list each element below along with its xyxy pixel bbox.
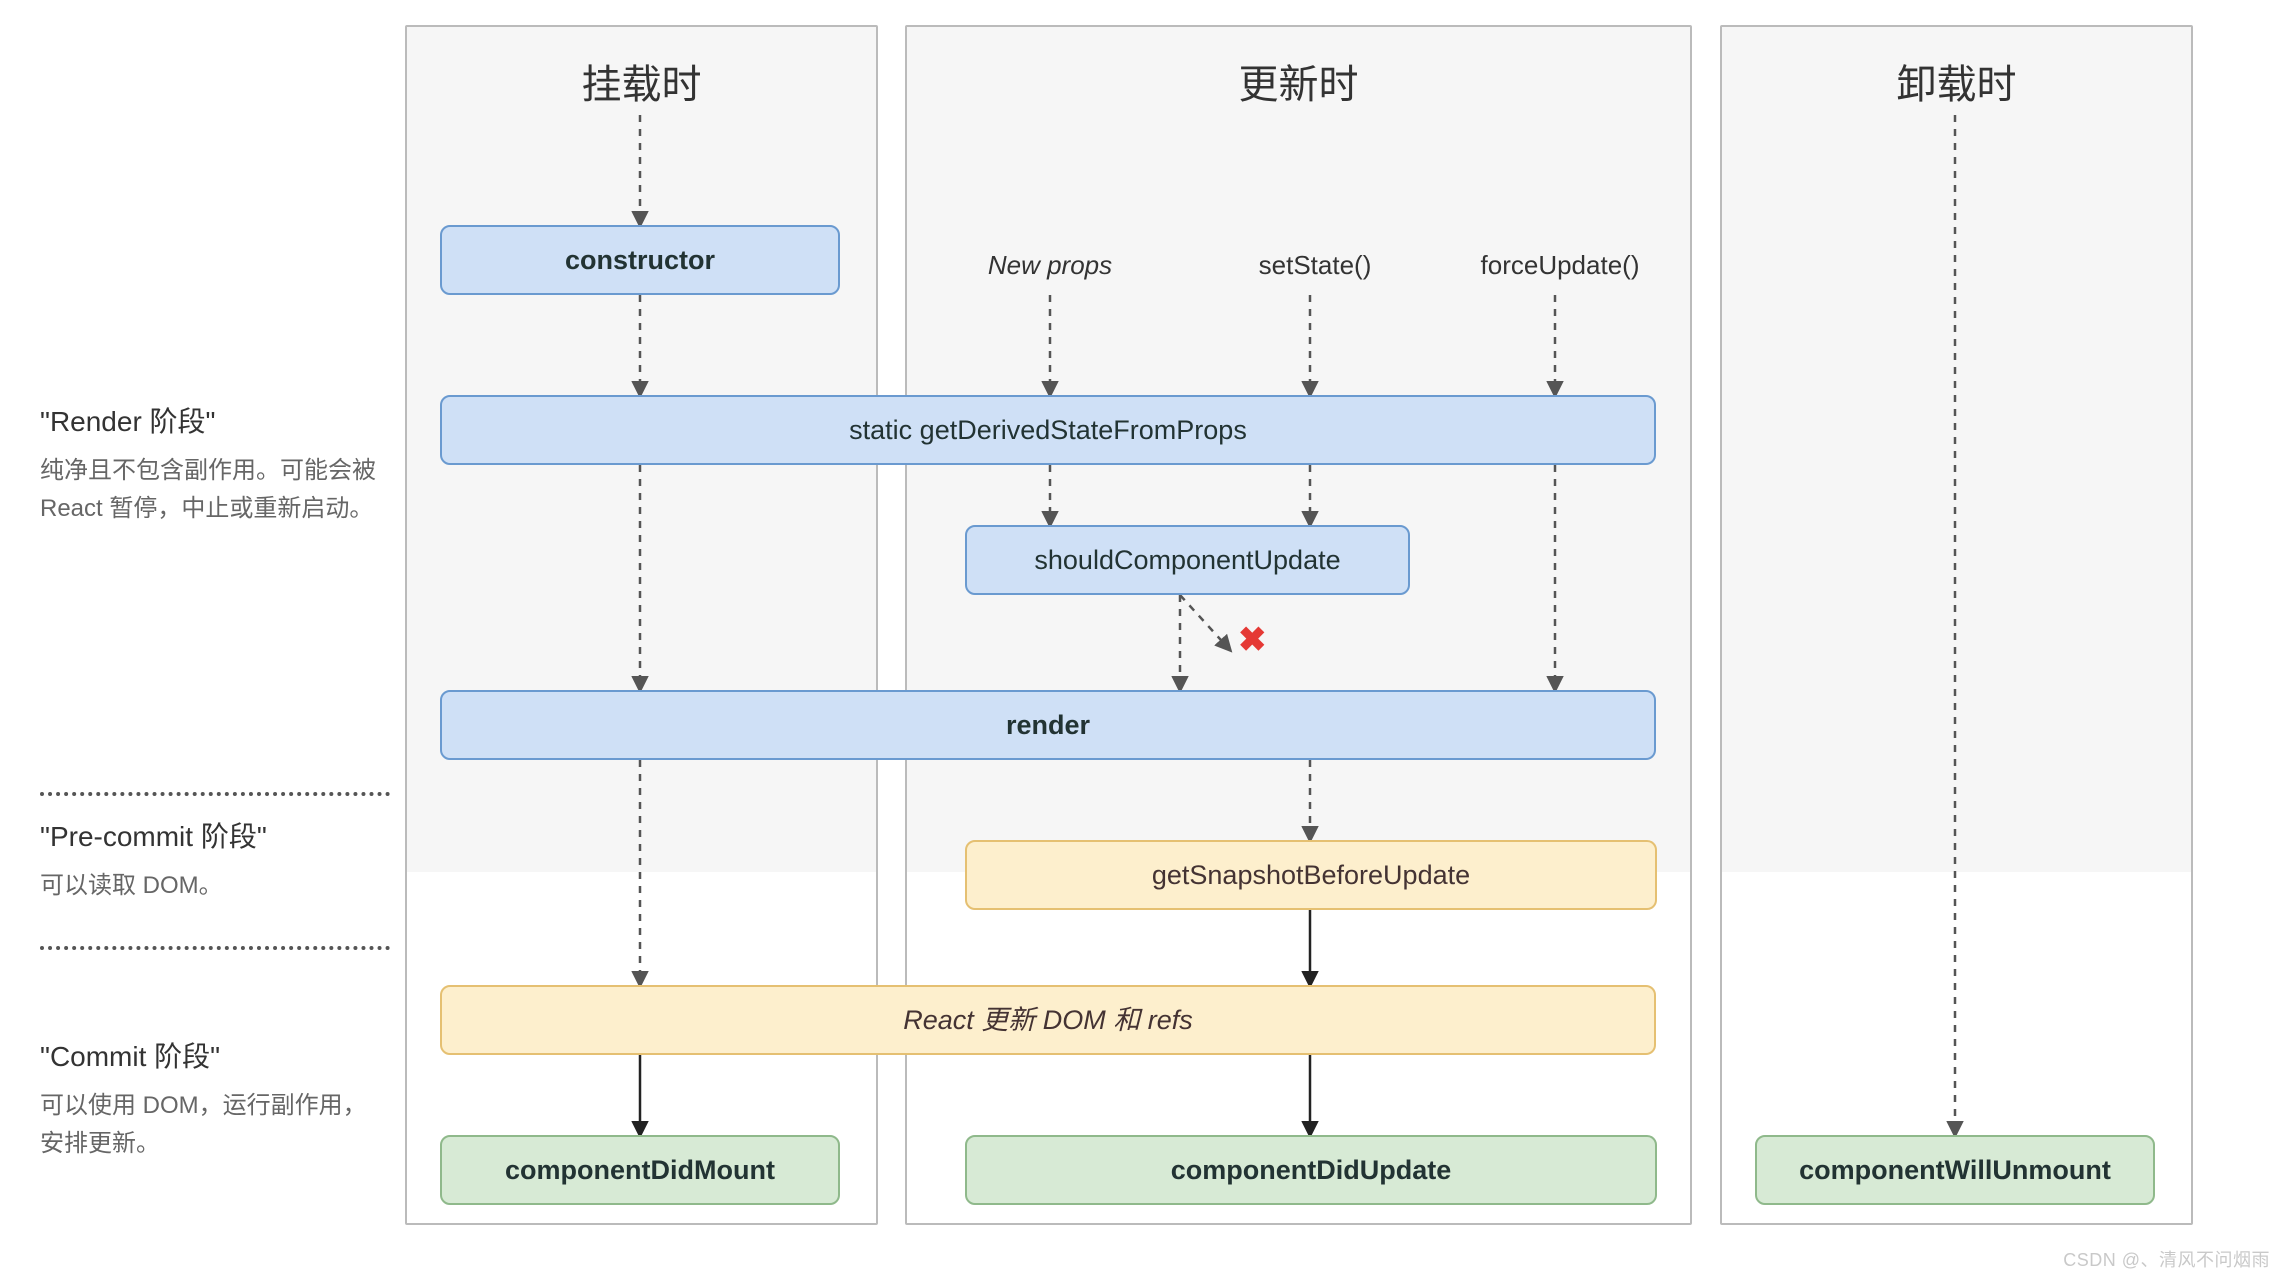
column-header-mount: 挂载时: [407, 52, 876, 110]
phase-render-title: "Render 阶段": [40, 400, 380, 440]
column-unmount: 卸载时: [1720, 25, 2193, 1225]
phase-commit-label: "Commit 阶段" 可以使用 DOM，运行副作用，安排更新。: [40, 1035, 380, 1164]
node-react-updates: React 更新 DOM 和 refs: [440, 985, 1656, 1055]
render-phase-bg-unmount: [1722, 27, 2191, 872]
phase-render-label: "Render 阶段" 纯净且不包含副作用。可能会被 React 暂停，中止或重…: [40, 400, 380, 529]
node-cwu[interactable]: componentWillUnmount: [1755, 1135, 2155, 1205]
phase-commit-title: "Commit 阶段": [40, 1035, 380, 1075]
node-gsbu[interactable]: getSnapshotBeforeUpdate: [965, 840, 1657, 910]
divider-2: [40, 946, 390, 950]
phase-commit-desc: 可以使用 DOM，运行副作用，安排更新。: [40, 1087, 380, 1164]
phase-precommit-desc: 可以读取 DOM。: [40, 867, 380, 905]
phase-render-desc: 纯净且不包含副作用。可能会被 React 暂停，中止或重新启动。: [40, 452, 380, 529]
phase-precommit-title: "Pre-commit 阶段": [40, 815, 380, 855]
node-gdsfp[interactable]: static getDerivedStateFromProps: [440, 395, 1656, 465]
divider-1: [40, 792, 390, 796]
column-header-update: 更新时: [907, 52, 1690, 110]
node-constructor[interactable]: constructor: [440, 225, 840, 295]
node-cdm[interactable]: componentDidMount: [440, 1135, 840, 1205]
trigger-new-props: New props: [965, 250, 1135, 281]
x-mark-icon: ✖: [1238, 620, 1267, 660]
column-header-unmount: 卸载时: [1722, 52, 2191, 110]
watermark: CSDN @、清风不问烟雨: [2063, 1246, 2270, 1272]
node-cdu[interactable]: componentDidUpdate: [965, 1135, 1657, 1205]
trigger-force-update: forceUpdate(): [1460, 250, 1660, 281]
trigger-set-state: setState(): [1230, 250, 1400, 281]
node-render[interactable]: render: [440, 690, 1656, 760]
node-scu[interactable]: shouldComponentUpdate: [965, 525, 1410, 595]
phase-precommit-label: "Pre-commit 阶段" 可以读取 DOM。: [40, 815, 380, 905]
